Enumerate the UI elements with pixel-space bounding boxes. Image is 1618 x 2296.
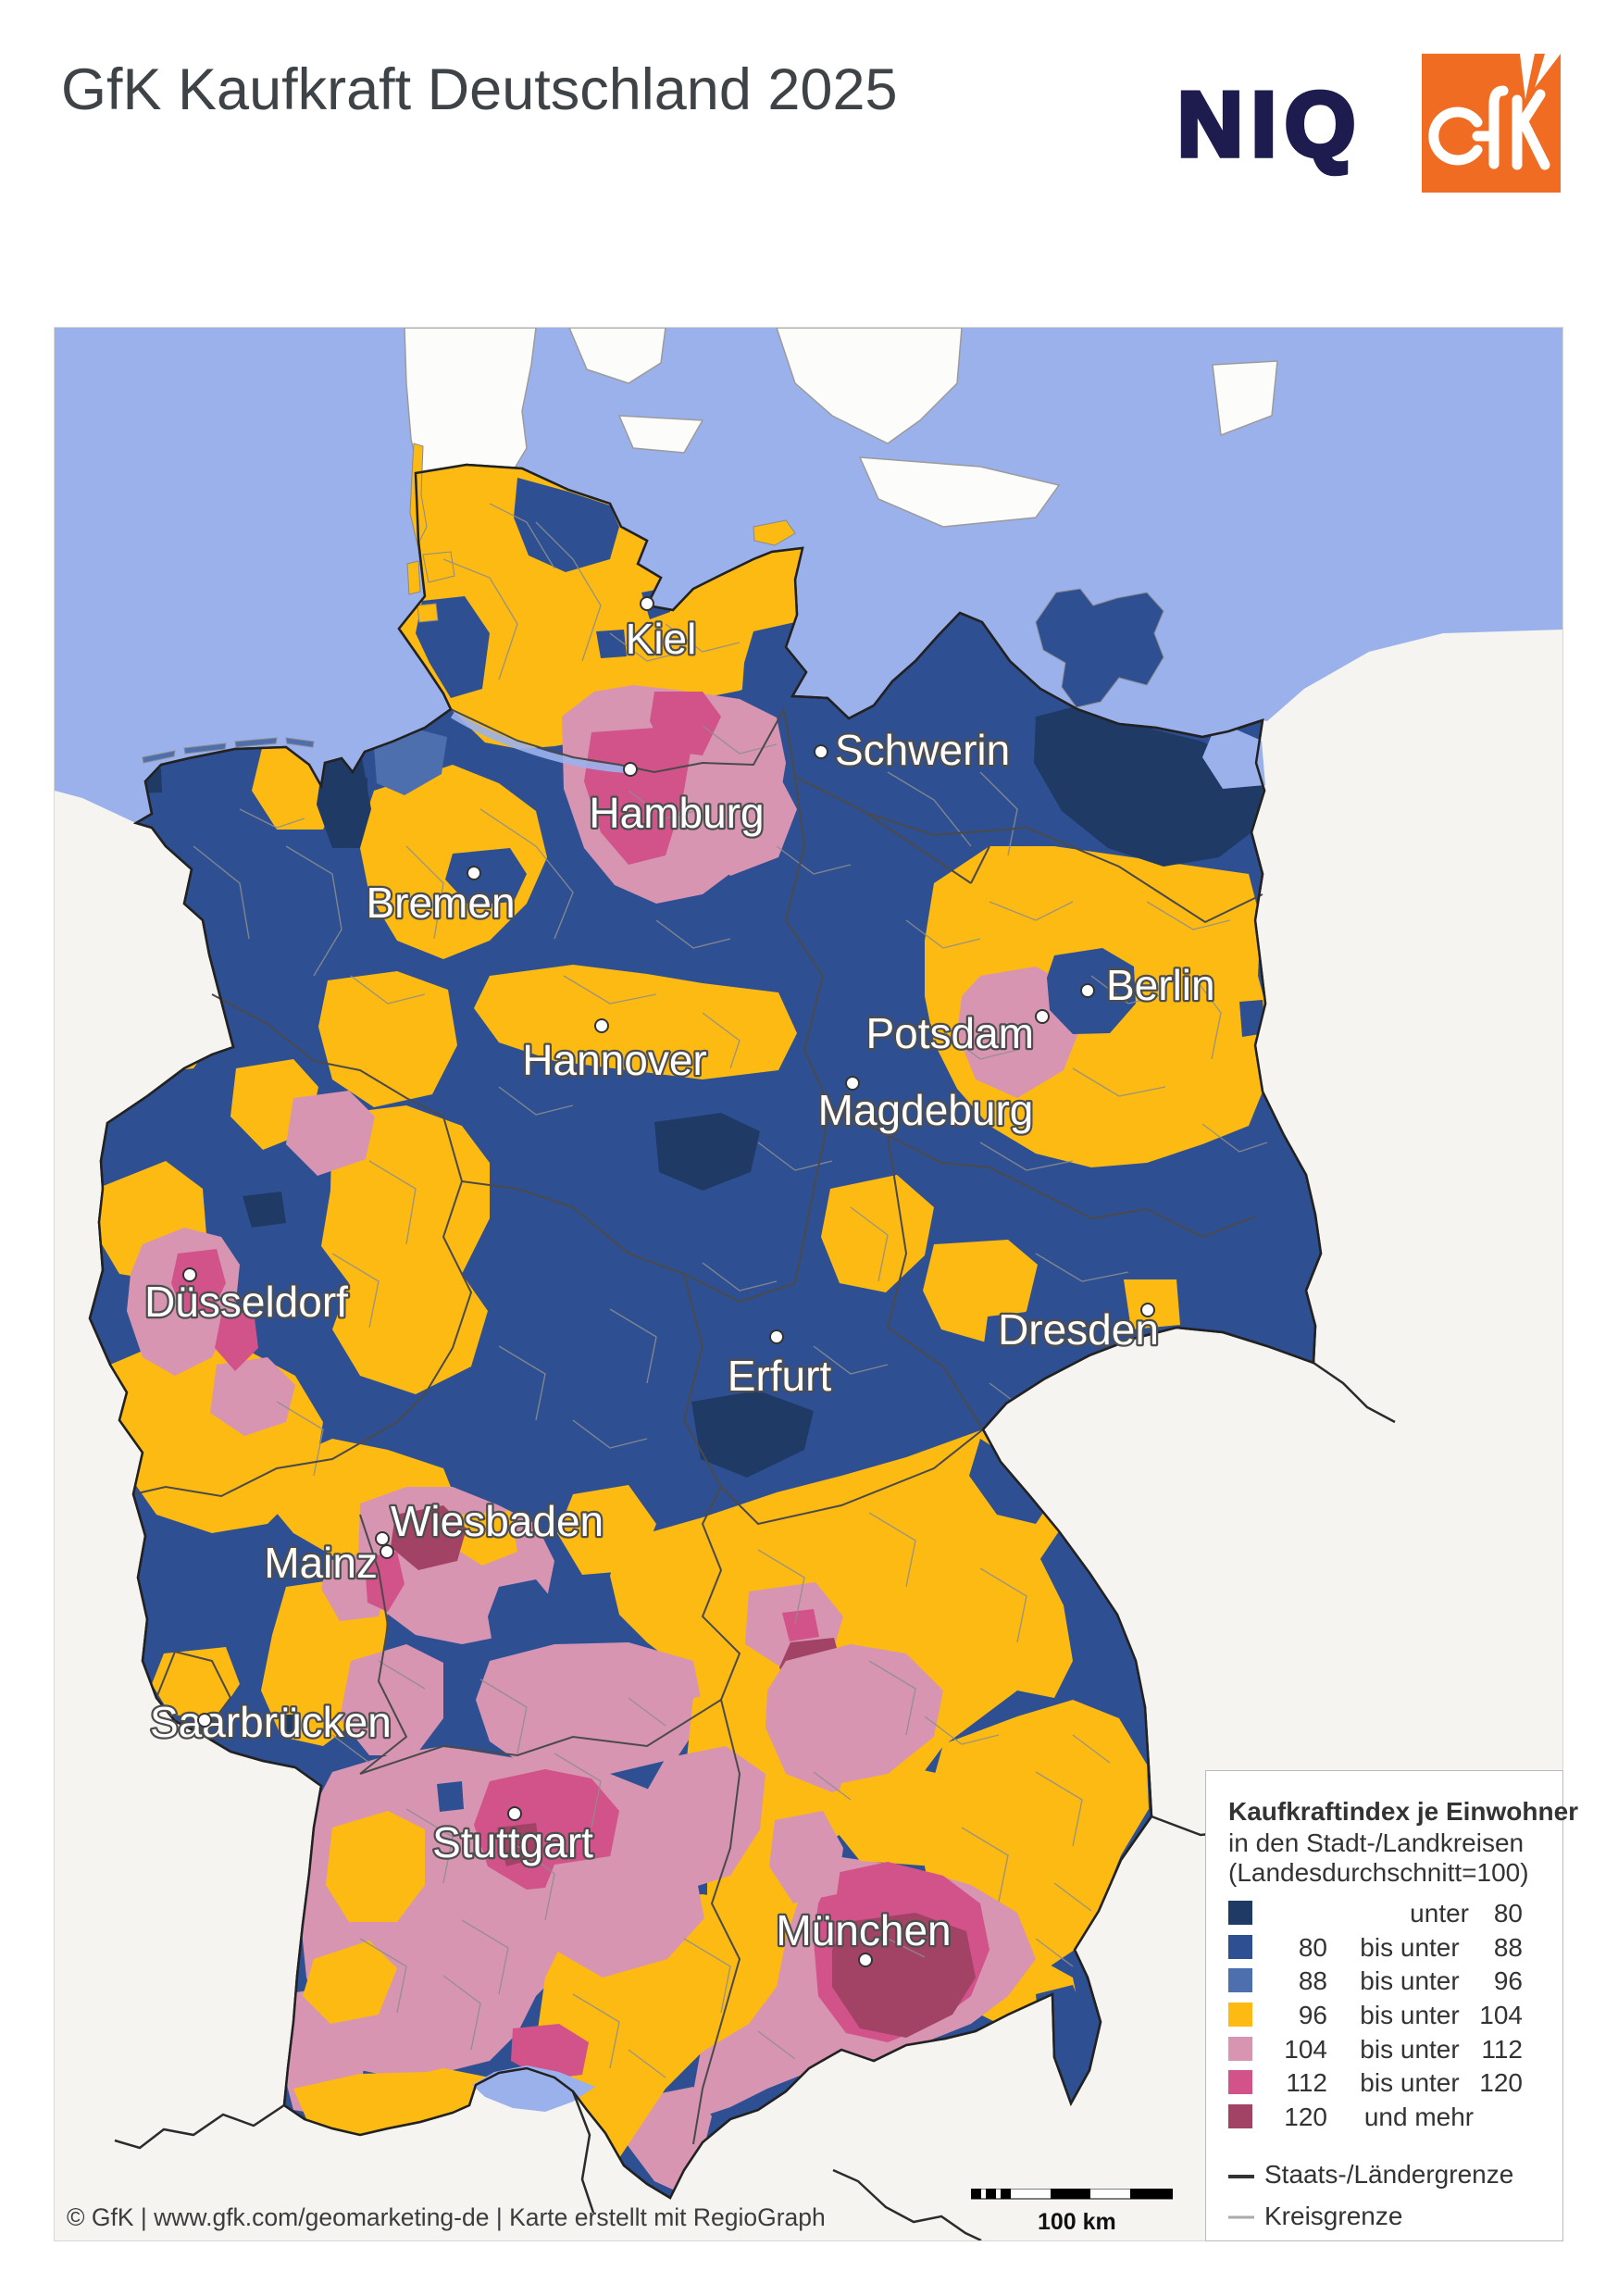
svg-text:Kiel: Kiel bbox=[626, 615, 697, 663]
svg-text:Saarbrücken: Saarbrücken bbox=[150, 1698, 392, 1746]
svg-text:Dresden: Dresden bbox=[998, 1305, 1159, 1354]
svg-text:Magdeburg: Magdeburg bbox=[818, 1086, 1034, 1134]
svg-text:Stuttgart: Stuttgart bbox=[432, 1818, 593, 1866]
svg-text:Hannover: Hannover bbox=[522, 1036, 706, 1084]
svg-text:Schwerin: Schwerin bbox=[835, 726, 1010, 774]
svg-text:München: München bbox=[776, 1906, 951, 1954]
svg-text:Erfurt: Erfurt bbox=[728, 1352, 832, 1400]
svg-text:Hamburg: Hamburg bbox=[589, 789, 764, 837]
svg-text:Berlin: Berlin bbox=[1106, 961, 1215, 1009]
svg-text:Potsdam: Potsdam bbox=[865, 1009, 1034, 1057]
svg-text:Düsseldorf: Düsseldorf bbox=[144, 1278, 348, 1326]
svg-text:Mainz: Mainz bbox=[264, 1539, 378, 1587]
svg-text:Wiesbaden: Wiesbaden bbox=[391, 1497, 604, 1545]
svg-text:Bremen: Bremen bbox=[366, 879, 515, 927]
